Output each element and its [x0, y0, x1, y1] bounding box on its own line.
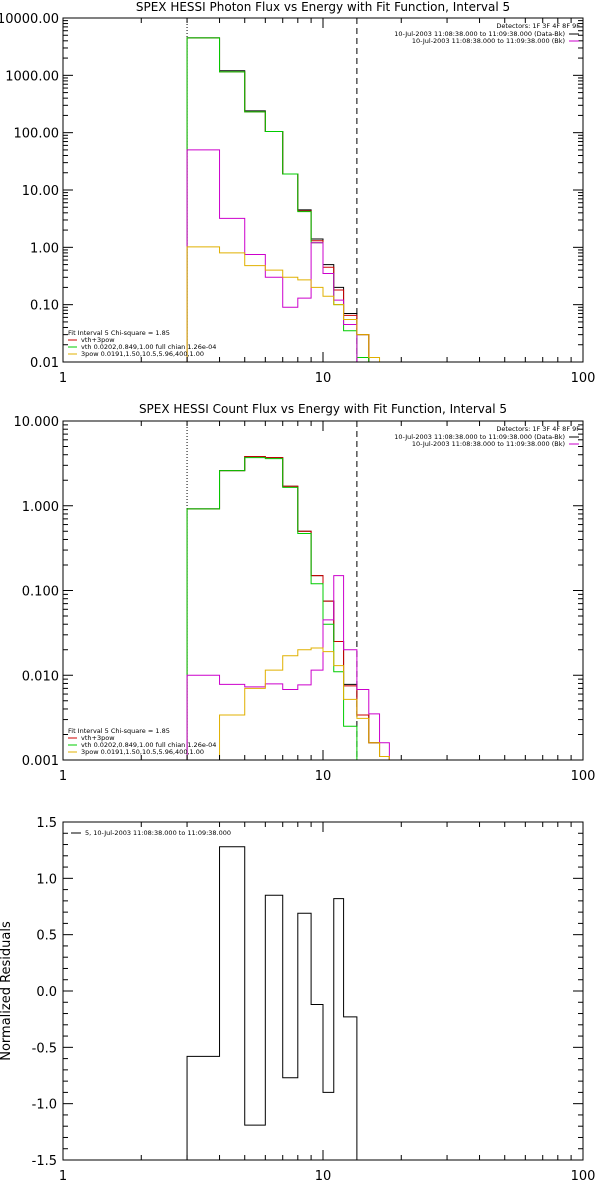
series-5-line: [186, 647, 390, 760]
legend-heading: Fit Interval 5 Chi-square = 1.85: [68, 727, 170, 735]
plot-1: SPEX HESSI Photon Flux vs Energy with Fi…: [0, 0, 595, 386]
top-legend-text: 10-Jul-2003 11:08:38.000 to 11:09:38.000…: [412, 37, 565, 45]
plot-title: SPEX HESSI Photon Flux vs Energy with Fi…: [136, 0, 510, 14]
legend-text: vth+3pow: [81, 336, 115, 344]
y-tick-label: 0.010: [22, 669, 59, 684]
y-tick-label: 0.0: [36, 985, 57, 1000]
y-tick-label: 0.10: [30, 299, 59, 314]
detectors-label: Detectors: 1F 3F 4F 8F 9F: [496, 22, 580, 30]
top-legend-text: 10-Jul-2003 11:08:38.000 to 11:09:38.000…: [394, 30, 565, 38]
plot-3: 1 10 100 1.5 1.0 0.5 0.0 -0.5 -1.0 -1.5 Normalized…: [0, 816, 595, 1184]
y-tick-label: 10.00: [22, 184, 59, 199]
legend-text: 3pow 0.0191,1.50,10.5,5.96,400,1.00: [81, 748, 204, 756]
series-5-line: [186, 246, 381, 362]
x-tick-label: 1: [59, 1169, 67, 1184]
series-1-line: [186, 846, 358, 1160]
plot-data: [186, 846, 358, 1160]
plot-frame: [62, 17, 584, 363]
y-tick-label: 1.0: [36, 872, 57, 887]
x-tick-label: 100: [571, 371, 596, 386]
y-tick-label: 0.100: [22, 585, 59, 600]
plot-data: [186, 18, 381, 362]
series-2-line: [186, 37, 381, 362]
legend-text: 5, 10-Jul-2003 11:08:38.000 to 11:09:38.…: [85, 829, 231, 837]
plot-frame: [62, 821, 584, 1161]
legend-text: vth 0.0202,0.849,1.00 full chian 1.26e-0…: [81, 343, 216, 351]
series-4-line: [186, 575, 390, 760]
x-tick-label: 1: [59, 769, 67, 784]
y-tick-label: -1.5: [32, 1154, 57, 1169]
y-tick-label: 1.00: [30, 241, 59, 256]
legend-text: vth 0.0202,0.849,1.00 full chian 1.26e-0…: [81, 741, 216, 749]
y-tick-label: -0.5: [32, 1041, 57, 1056]
series-4-line: [186, 149, 381, 362]
y-axis-label: Normalized Residuals: [0, 921, 14, 1061]
detectors-label: Detectors: 1F 3F 4F 8F 9F: [496, 425, 580, 433]
series-3-line: [186, 457, 390, 760]
y-tick-label: 10000.00: [0, 12, 59, 27]
x-tick-label: 10: [315, 1169, 332, 1184]
legend-text: vth+3pow: [81, 734, 115, 742]
series-2-line: [186, 456, 390, 760]
y-tick-label: 10.000: [14, 415, 60, 430]
y-tick-label: 0.5: [36, 929, 57, 944]
y-tick-label: 0.01: [30, 356, 59, 371]
top-legend-text: 10-Jul-2003 11:08:38.000 to 11:09:38.000…: [394, 433, 565, 441]
plot-data: [186, 421, 390, 760]
plot-2: SPEX HESSI Count Flux vs Energy with Fit…: [14, 402, 596, 784]
y-tick-label: 100.00: [14, 127, 60, 142]
legend-heading: Fit Interval 5 Chi-square = 1.85: [68, 329, 170, 337]
legend-text: 3pow 0.0191,1.50,10.5,5.96,400,1.00: [81, 350, 204, 358]
x-tick-label: 10: [315, 371, 332, 386]
x-tick-label: 100: [571, 1169, 596, 1184]
x-tick-label: 100: [571, 769, 596, 784]
top-legend-text: 10-Jul-2003 11:08:38.000 to 11:09:38.000…: [412, 440, 565, 448]
y-tick-label: -1.0: [32, 1098, 57, 1113]
plot-title: SPEX HESSI Count Flux vs Energy with Fit…: [139, 402, 507, 416]
x-tick-label: 1: [59, 371, 67, 386]
series-1-line: [186, 456, 390, 760]
x-tick-label: 10: [315, 769, 332, 784]
y-tick-label: 1.000: [22, 500, 59, 515]
y-tick-label: 0.001: [22, 754, 59, 769]
y-tick-label: 1000.00: [5, 69, 59, 84]
y-tick-label: 1.5: [36, 816, 57, 831]
